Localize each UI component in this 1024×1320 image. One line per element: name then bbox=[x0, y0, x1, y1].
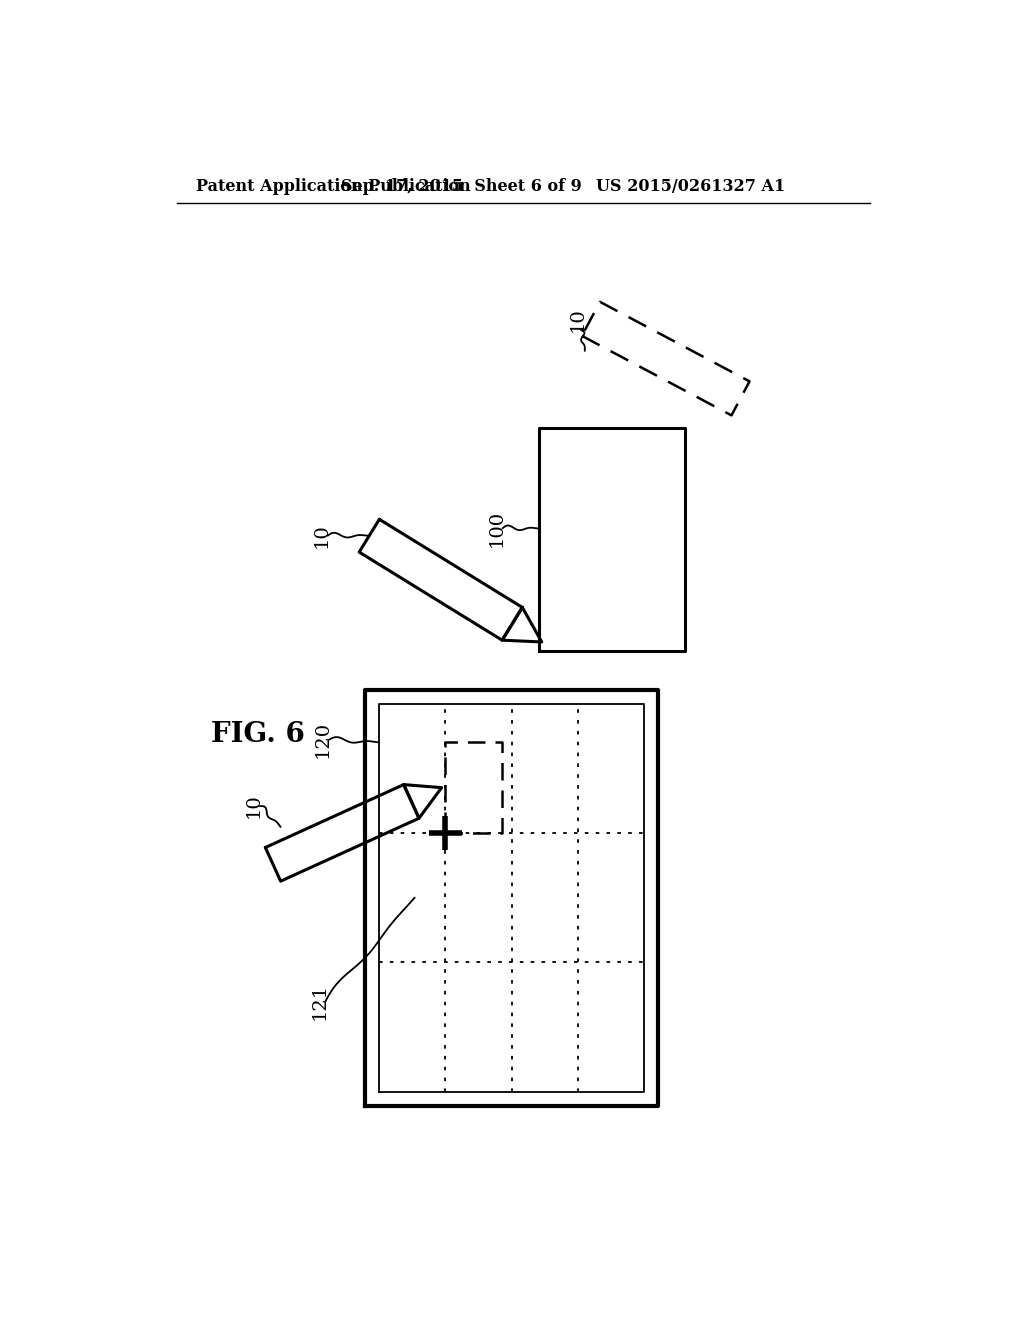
Text: 100: 100 bbox=[487, 510, 505, 546]
Text: 10: 10 bbox=[568, 308, 586, 331]
Text: 10: 10 bbox=[245, 793, 263, 818]
Text: 121: 121 bbox=[310, 983, 329, 1020]
Text: US 2015/0261327 A1: US 2015/0261327 A1 bbox=[596, 178, 785, 195]
Text: 10: 10 bbox=[312, 523, 331, 548]
Text: Sep. 17, 2015  Sheet 6 of 9: Sep. 17, 2015 Sheet 6 of 9 bbox=[341, 178, 582, 195]
Text: Patent Application Publication: Patent Application Publication bbox=[196, 178, 471, 195]
Text: 120: 120 bbox=[314, 721, 332, 758]
Text: FIG. 6: FIG. 6 bbox=[211, 721, 305, 747]
